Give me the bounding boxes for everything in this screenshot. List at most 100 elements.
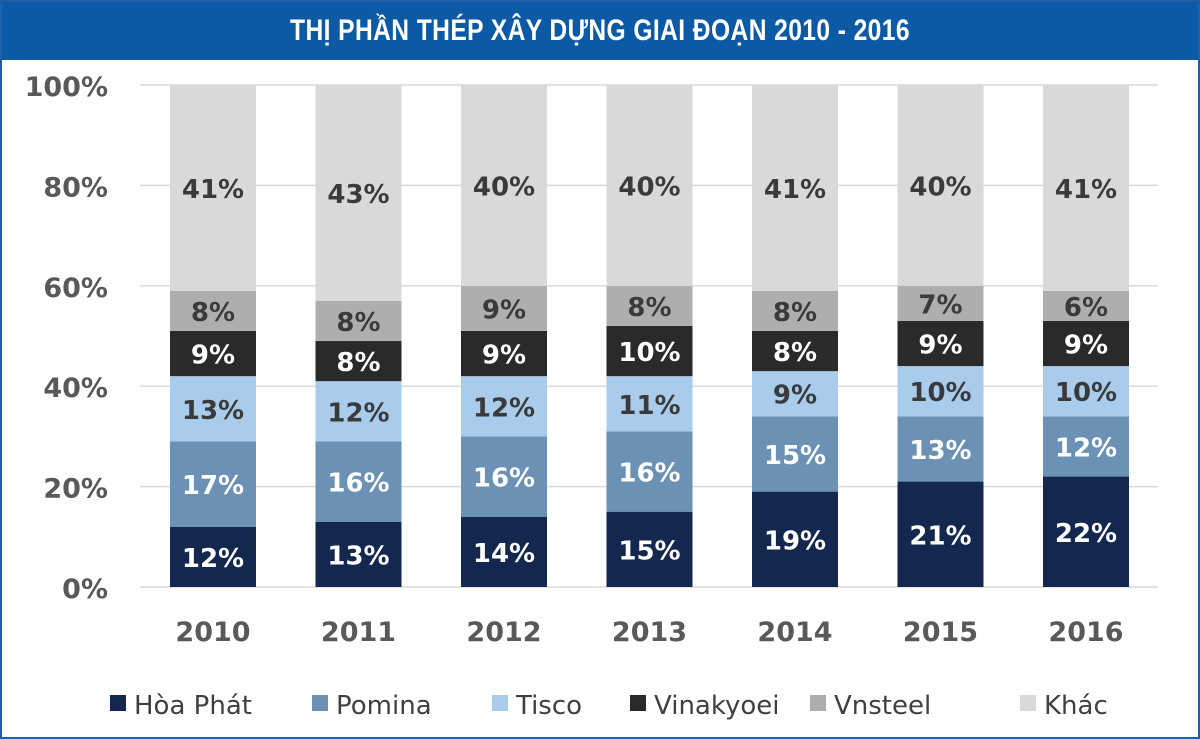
legend-label: Vnsteel xyxy=(834,691,931,721)
bar-segment xyxy=(315,300,402,342)
x-tick-label: 2011 xyxy=(321,617,396,648)
y-tick-label: 60% xyxy=(43,273,108,304)
data-label: 12% xyxy=(473,393,535,423)
bar-segment xyxy=(752,371,838,417)
bar-segment xyxy=(170,376,256,442)
data-label: 41% xyxy=(182,175,244,205)
bar-segment xyxy=(606,511,693,587)
data-label: 8% xyxy=(773,298,817,328)
data-label: 15% xyxy=(764,441,826,471)
y-tick-label: 100% xyxy=(25,72,108,103)
bar-segment xyxy=(606,325,693,377)
legend-swatch xyxy=(1020,695,1036,711)
data-label: 9% xyxy=(1064,331,1108,361)
data-label: 13% xyxy=(182,396,244,426)
bar-segment xyxy=(752,330,838,372)
data-label: 9% xyxy=(773,381,817,411)
data-label: 8% xyxy=(191,298,235,328)
bar-segment xyxy=(1043,290,1129,321)
bar-segment xyxy=(897,285,984,321)
data-label: 12% xyxy=(327,398,389,428)
data-label: 12% xyxy=(1055,433,1117,463)
bar-segment xyxy=(897,320,984,367)
data-label: 43% xyxy=(327,180,389,210)
legend-swatch xyxy=(492,695,508,711)
data-label: 7% xyxy=(918,290,962,320)
bar-segment xyxy=(461,85,547,286)
legend-label: Pomina xyxy=(336,691,432,721)
data-label: 8% xyxy=(336,348,380,378)
bar-segment xyxy=(752,416,838,492)
bar-segment xyxy=(461,516,547,587)
data-label: 12% xyxy=(182,544,244,574)
bar-segment xyxy=(897,416,984,482)
legend-swatch xyxy=(312,695,328,711)
bar-segment xyxy=(752,491,838,587)
data-label: 11% xyxy=(618,391,680,421)
bar-segment xyxy=(606,85,693,286)
title-bar: THỊ PHẦN THÉP XÂY DỰNG GIAI ĐOẠN 2010 - … xyxy=(2,2,1198,60)
bar-segment xyxy=(606,285,693,326)
bar-segment xyxy=(606,431,693,512)
bar-segment xyxy=(1043,320,1129,367)
bar-segment xyxy=(752,290,838,331)
data-label: 17% xyxy=(182,471,244,501)
data-label: 8% xyxy=(627,293,671,323)
data-label: 13% xyxy=(327,541,389,571)
data-label: 40% xyxy=(909,172,971,202)
data-label: 21% xyxy=(909,521,971,551)
data-label: 16% xyxy=(327,469,389,499)
data-label: 14% xyxy=(473,539,535,569)
bar-segment xyxy=(897,85,984,286)
data-label: 13% xyxy=(909,436,971,466)
data-label: 22% xyxy=(1055,519,1117,549)
legend-label: Tisco xyxy=(515,691,582,721)
data-label: 40% xyxy=(618,172,680,202)
chart-title: THỊ PHẦN THÉP XÂY DỰNG GIAI ĐOẠN 2010 - … xyxy=(290,14,910,47)
data-label: 9% xyxy=(482,341,526,371)
y-tick-label: 20% xyxy=(43,474,108,505)
data-label: 8% xyxy=(773,338,817,368)
legend-label: Hòa Phát xyxy=(134,691,252,721)
bar-segment xyxy=(315,341,402,382)
bar-segment xyxy=(315,381,402,442)
bar-segment xyxy=(170,526,256,587)
bar-segment xyxy=(170,85,256,291)
x-tick-label: 2014 xyxy=(757,617,832,648)
bar-segment xyxy=(461,376,547,437)
data-label: 10% xyxy=(1055,378,1117,408)
bar-segment xyxy=(461,330,547,377)
data-label: 16% xyxy=(618,459,680,489)
data-label: 9% xyxy=(482,295,526,325)
bar-segment xyxy=(1043,366,1129,417)
data-label: 10% xyxy=(618,338,680,368)
y-tick-label: 40% xyxy=(43,373,108,404)
data-label: 8% xyxy=(336,308,380,338)
legend-swatch xyxy=(630,695,646,711)
legend-label: Khác xyxy=(1044,691,1108,721)
bar-segment xyxy=(897,366,984,417)
bar-segment xyxy=(1043,476,1129,587)
y-tick-label: 80% xyxy=(43,172,108,203)
bar-segment xyxy=(897,481,984,587)
bar-segment xyxy=(1043,416,1129,477)
x-tick-label: 2015 xyxy=(903,617,978,648)
bar-segment xyxy=(1043,85,1129,291)
data-label: 9% xyxy=(191,341,235,371)
data-label: 15% xyxy=(618,536,680,566)
data-label: 41% xyxy=(764,175,826,205)
legend-swatch xyxy=(810,695,826,711)
bar-segment xyxy=(461,436,547,517)
x-tick-label: 2013 xyxy=(612,617,687,648)
bar-segment xyxy=(315,441,402,522)
bar-segment xyxy=(461,285,547,331)
data-label: 6% xyxy=(1064,293,1108,323)
data-label: 10% xyxy=(909,378,971,408)
data-label: 9% xyxy=(918,331,962,361)
x-tick-label: 2016 xyxy=(1048,617,1123,648)
bar-segment xyxy=(315,521,402,587)
data-label: 16% xyxy=(473,464,535,494)
bar-segment xyxy=(170,290,256,331)
x-tick-label: 2012 xyxy=(466,617,541,648)
